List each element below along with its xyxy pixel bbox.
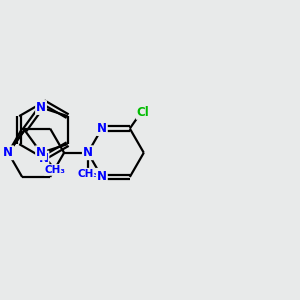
Text: N: N	[3, 146, 13, 159]
Text: Cl: Cl	[137, 106, 149, 119]
Text: N: N	[36, 101, 46, 114]
Text: N: N	[38, 152, 48, 165]
Text: CH₃: CH₃	[45, 165, 66, 175]
Text: N: N	[36, 146, 46, 159]
Text: CH₃: CH₃	[77, 169, 98, 179]
Text: N: N	[83, 146, 93, 159]
Text: N: N	[97, 170, 107, 184]
Text: N: N	[97, 122, 107, 135]
